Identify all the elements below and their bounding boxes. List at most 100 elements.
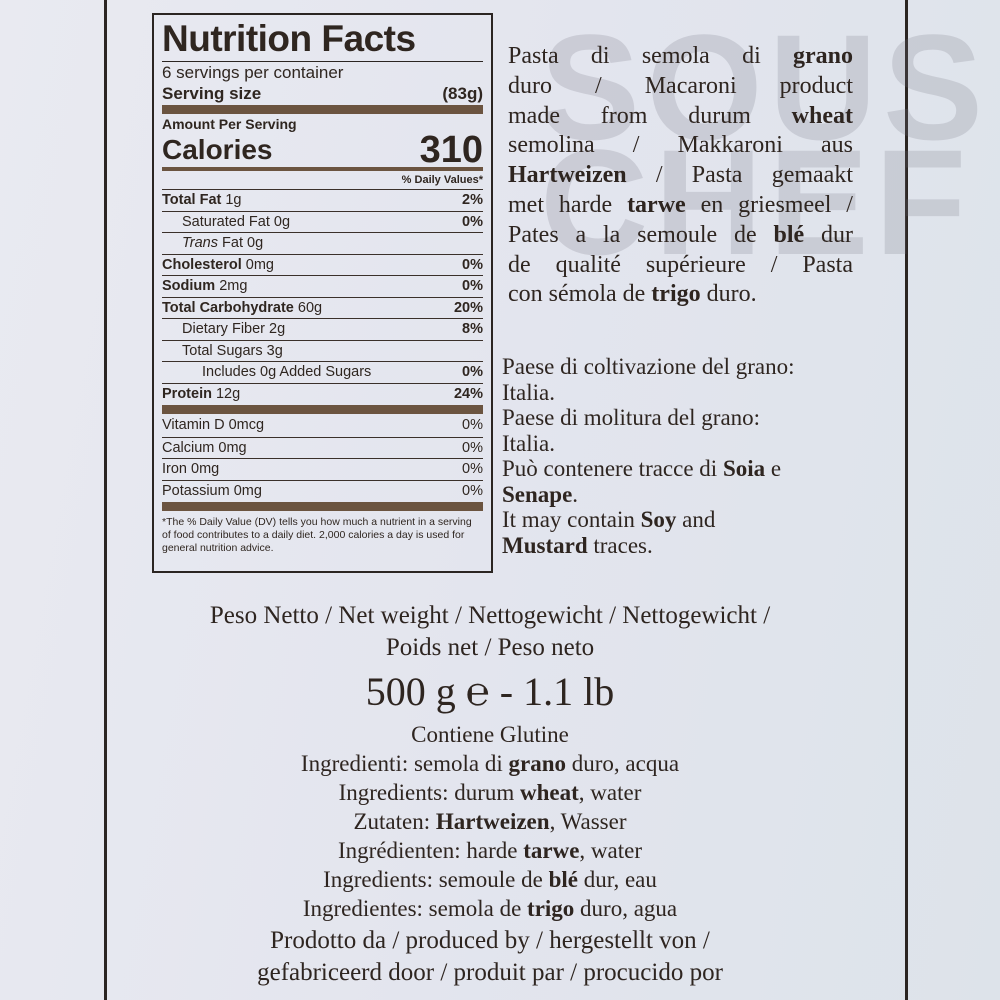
origin-line: Può contenere tracce di Soia e (502, 456, 862, 482)
text-segment: duro, acqua (566, 751, 680, 776)
nutrient-row: Trans Fat 0g (162, 232, 483, 254)
text-segment: duro / Macaroni product (508, 72, 853, 99)
vitamin-daily-value: 0% (462, 482, 483, 499)
text-segment: Soy (640, 507, 677, 532)
nutrition-facts-panel: Nutrition Facts 6 servings per container… (152, 13, 493, 573)
text-segment: Pasta di semola di (508, 43, 793, 69)
nutrient-row: Cholesterol 0mg 0% (162, 253, 483, 276)
ingredient-line: Ingredients: durum wheat, water (160, 778, 820, 807)
text-segment: / Pasta gemaakt (626, 162, 853, 189)
nutrient-amount: 2mg (215, 278, 248, 294)
nutrient-amount: Total Sugars 3g (182, 342, 283, 359)
calories-row: Calories 310 (162, 131, 483, 169)
description-line: de qualité supérieure / Pasta (508, 251, 853, 281)
nutrient-row: Total Sugars 3g (162, 339, 483, 362)
nutrient-row: Total Carbohydrate 60g 20% (162, 296, 483, 319)
text-segment: Può contenere tracce di (502, 456, 723, 481)
text-segment: en griesmeel / (685, 191, 853, 218)
trans-italic: Trans (182, 235, 218, 251)
vitamin-daily-value: 0% (462, 417, 483, 433)
nutrient-daily-value: 0% (462, 213, 483, 230)
text-segment: Pates a la semoule de (508, 221, 774, 248)
servings-per-container: 6 servings per container (162, 63, 344, 82)
description-line: duro / Macaroni product (508, 72, 853, 102)
description-line: Hartweizen / Pasta gemaakt (508, 161, 853, 191)
nutrient-name: Trans Fat 0g (162, 233, 263, 254)
text-segment: Hartweizen (435, 809, 550, 834)
nutrient-bold-name: Sodium (162, 278, 216, 294)
text-segment: Mustard (502, 532, 588, 558)
nutrient-daily-value: 2% (462, 192, 483, 208)
watermark-logo: SOUS CHEF (540, 3, 990, 286)
thick-divider (162, 405, 483, 414)
nutrient-amount: Saturated Fat 0g (182, 213, 291, 230)
serving-size-label: Serving size (162, 84, 262, 103)
vitamin-row: Vitamin D 0mcg 0% (162, 415, 483, 437)
text-segment: Italia. (502, 430, 555, 456)
text-segment: duro, agua (574, 896, 678, 921)
contains-gluten: Contiene Glutine (411, 722, 569, 747)
text-segment: Ingrédienten: harde (338, 838, 524, 863)
description-line: met harde tarwe en griesmeel / (508, 191, 853, 221)
text-segment: . (572, 481, 579, 507)
nutrient-name: Saturated Fat 0g (162, 212, 290, 233)
text-segment: Soia (722, 456, 766, 481)
text-segment: wheat (791, 102, 853, 129)
nutrient-amount: 60g (293, 299, 323, 316)
text-segment: and (676, 507, 716, 532)
text-segment: trigo (651, 281, 701, 308)
ingredient-line: Ingredientes: semola de trigo duro, agua (160, 894, 820, 923)
text-segment: tarwe (627, 191, 686, 218)
nutrient-name: Protein 12g (162, 384, 240, 405)
text-segment: Ingredientes: semola de (302, 896, 528, 921)
text-segment: Ingredients: durum (338, 780, 521, 805)
nutrient-daily-value: 8% (462, 321, 483, 337)
text-segment: Senape (502, 481, 573, 507)
nutrient-name: Total Fat 1g (162, 190, 242, 211)
net-weight-ingredients: Peso Netto / Net weight / Nettogewicht /… (160, 600, 820, 989)
origin-allergen-info: Paese di coltivazione del grano: Italia. P… (502, 354, 862, 558)
nutrient-daily-value: 0% (462, 256, 483, 273)
description-line: made from durum wheat (508, 102, 853, 132)
serving-size-row: Serving size (83g) (162, 84, 483, 104)
description-line: Pasta di semola di grano (508, 42, 853, 72)
text-segment: tarwe (523, 838, 580, 863)
text-segment: blé (548, 867, 578, 892)
nutrient-bold-name: Total Fat (162, 192, 222, 208)
text-segment: Paese di molitura del grano: (502, 405, 761, 430)
thick-divider (162, 105, 483, 114)
text-segment: grano (793, 43, 853, 69)
serving-size-value: (83g) (442, 84, 483, 103)
nutrient-daily-value: 0% (462, 364, 483, 380)
text-segment: blé (773, 221, 805, 248)
text-segment: trigo (527, 896, 575, 921)
nutrient-amount: 1g (221, 192, 242, 208)
nutrient-row: Total Fat 1g 2% (162, 189, 483, 211)
nutrient-row: Includes 0g Added Sugars 0% (162, 361, 483, 383)
text-segment: wheat (520, 780, 579, 805)
origin-line: Senape. (502, 482, 862, 508)
footnote: *The % Daily Value (DV) tells you how mu… (162, 516, 472, 554)
vitamin-amount: Potassium 0mg (162, 482, 262, 499)
text-segment: traces. (587, 532, 653, 558)
nutrient-amount: Includes 0g Added Sugars (202, 364, 372, 380)
text-segment: de qualité supérieure / Pasta (508, 251, 853, 278)
ingredient-line: Ingrédienten: harde tarwe, water (160, 836, 820, 865)
vitamin-row: Iron 0mg 0% (162, 458, 483, 480)
origin-line: Paese di molitura del grano: (502, 405, 862, 431)
text-segment: e (765, 456, 782, 481)
origin-line: Italia. (502, 431, 862, 457)
nutrient-bold-name: Protein (162, 385, 212, 402)
vitamin-row: Calcium 0mg 0% (162, 436, 483, 459)
text-segment: , water (578, 780, 642, 805)
medium-divider (162, 167, 483, 171)
vitamin-daily-value: 0% (462, 461, 483, 477)
nutrient-name: Includes 0g Added Sugars (162, 362, 371, 383)
nutrition-title: Nutrition Facts (162, 19, 483, 62)
nutrient-bold-name: Cholesterol (162, 256, 242, 273)
nutrient-row: Sodium 2mg 0% (162, 275, 483, 297)
description-line: Pates a la semoule de blé dur (508, 221, 853, 251)
package-border-right (905, 0, 908, 1000)
text-segment: dur, eau (577, 867, 657, 892)
product-description: Pasta di semola di grano duro / Macaroni … (508, 42, 853, 310)
